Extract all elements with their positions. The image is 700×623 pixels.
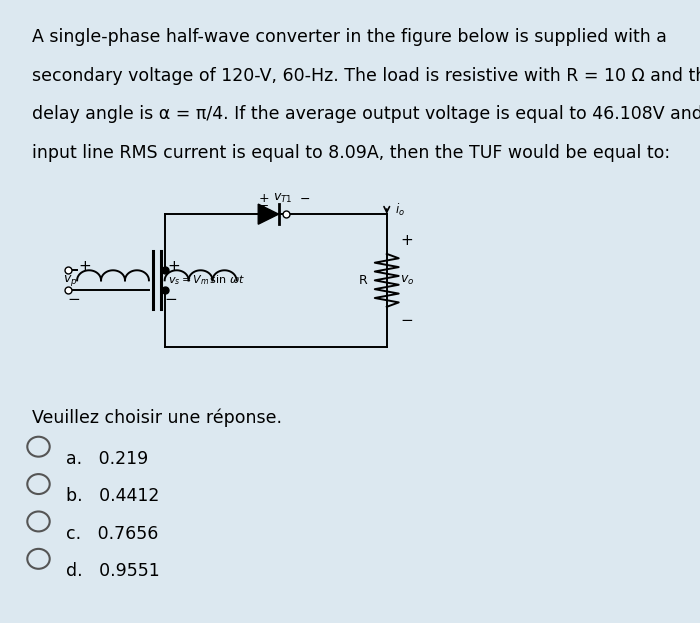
Text: input line RMS current is equal to 8.09A, then the TUF would be equal to:: input line RMS current is equal to 8.09A… (32, 144, 670, 162)
Text: +: + (401, 233, 414, 248)
Text: R: R (358, 274, 368, 287)
Text: delay angle is α = π/4. If the average output voltage is equal to 46.108V and th: delay angle is α = π/4. If the average o… (32, 105, 700, 123)
Text: $+$: $+$ (258, 192, 270, 205)
Text: A single-phase half-wave converter in the figure below is supplied with a: A single-phase half-wave converter in th… (32, 28, 666, 46)
Text: −: − (164, 292, 177, 307)
Text: b.   0.4412: b. 0.4412 (66, 487, 160, 505)
Text: $v_{T1}$: $v_{T1}$ (273, 192, 293, 205)
Text: a.   0.219: a. 0.219 (66, 450, 148, 468)
Text: secondary voltage of 120-V, 60-Hz. The load is resistive with R = 10 Ω and the: secondary voltage of 120-V, 60-Hz. The l… (32, 67, 700, 85)
Text: Veuillez choisir une réponse.: Veuillez choisir une réponse. (32, 408, 281, 427)
Polygon shape (258, 204, 279, 224)
Text: −: − (401, 313, 414, 328)
Text: +: + (78, 259, 92, 274)
Text: $-$: $-$ (300, 192, 310, 205)
Text: $i_o$: $i_o$ (395, 202, 405, 218)
Text: $v_s = V_m\,\sin\,\omega t$: $v_s = V_m\,\sin\,\omega t$ (168, 273, 245, 287)
Text: −: − (68, 292, 80, 307)
Text: $v_p$: $v_p$ (63, 273, 78, 288)
Text: c.   0.7656: c. 0.7656 (66, 525, 159, 543)
Text: $T_1$: $T_1$ (258, 204, 272, 219)
Text: $v_o$: $v_o$ (400, 273, 414, 287)
Text: +: + (168, 259, 181, 274)
Text: d.   0.9551: d. 0.9551 (66, 562, 160, 580)
